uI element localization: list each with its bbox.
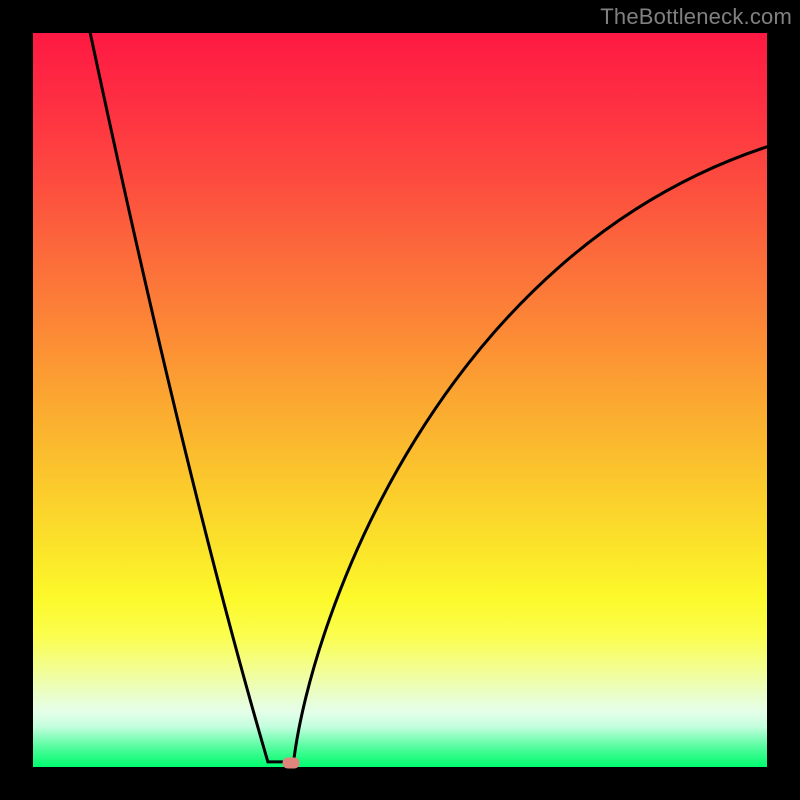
chart-frame: TheBottleneck.com bbox=[0, 0, 800, 800]
bottleneck-curve bbox=[33, 33, 767, 767]
plot-area bbox=[33, 33, 767, 767]
watermark-text: TheBottleneck.com bbox=[600, 4, 792, 30]
optimal-point-marker bbox=[283, 757, 300, 768]
